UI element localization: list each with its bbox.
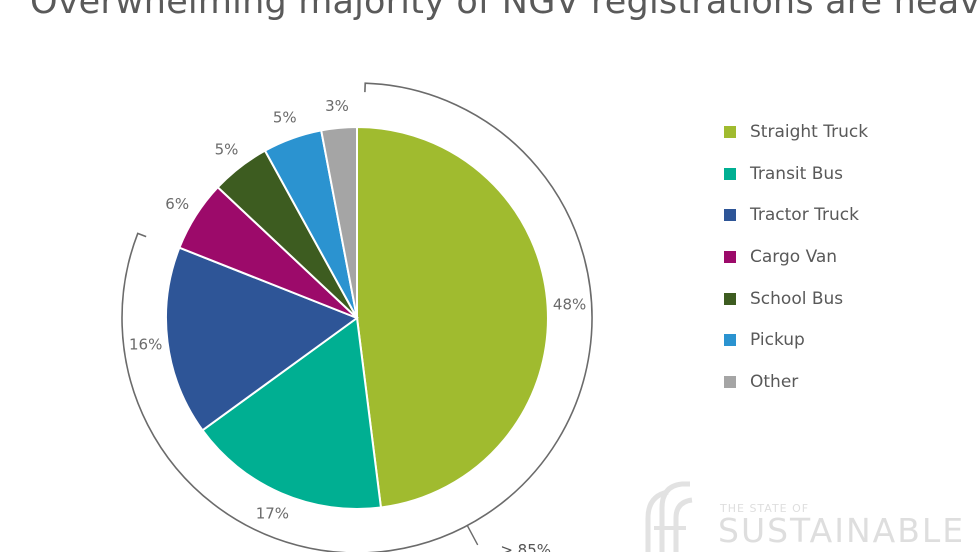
legend-item-school-bus: School Bus [724,278,868,320]
legend-swatch [724,334,736,347]
pie-slice-other [320,125,358,319]
pie-slice-straight-truck [356,125,549,509]
legend-item-cargo-van: Cargo Van [724,236,868,278]
legend-item-straight-truck: Straight Truck [724,111,868,153]
legend-swatch [724,125,736,138]
heavy-duty-annotation-line1: > 85% [500,541,551,552]
legend-label: Pickup [750,330,805,351]
legend-label: Other [750,371,799,392]
pie-slices [165,125,549,510]
pie-slice-tractor-truck [165,246,360,432]
pie-slice-transit-bus [201,316,383,510]
heavy-duty-bracket: > 85%Heavy-Duty [121,82,593,552]
legend-swatch [724,292,736,305]
legend-label: Tractor Truck [750,205,859,226]
legend-item-transit-bus: Transit Bus [724,153,868,195]
legend-swatch [724,250,736,263]
pie-data-labels: 48% 17% 16% 6% 5% 5% 3% [129,97,586,523]
slide-title: Overwhelming majority of NGV registratio… [30,0,980,22]
legend-swatch [724,375,736,388]
legend-label: School Bus [750,288,844,309]
legend: Straight Truck Transit Bus Tractor Truck Ca… [724,111,868,403]
leaf-logo-icon [645,481,693,552]
data-label-tractor-truck: 16% [129,336,162,354]
legend-swatch [724,209,736,222]
data-label-transit-bus: 17% [256,505,289,523]
data-label-cargo-van: 6% [165,195,189,213]
data-label-other: 3% [325,97,349,115]
heavy-duty-bracket-arc [121,82,593,552]
legend-label: Cargo Van [750,246,838,267]
legend-item-other: Other [724,361,868,403]
data-label-straight-truck: 48% [553,296,586,314]
watermark-line1: THE STATE OF [720,502,810,515]
legend-label: Straight Truck [750,121,869,142]
data-label-pickup: 5% [273,109,297,127]
legend-swatch [724,167,736,180]
data-label-school-bus: 5% [215,141,239,159]
legend-item-tractor-truck: Tractor Truck [724,194,868,236]
heavy-duty-leader-line [466,525,479,546]
watermark-line2: SUSTAINABLE [718,511,966,550]
legend-label: Transit Bus [750,163,844,184]
watermark-logo: THE STATE OF SUSTAINABLE [640,478,980,552]
legend-item-pickup: Pickup [724,319,868,361]
